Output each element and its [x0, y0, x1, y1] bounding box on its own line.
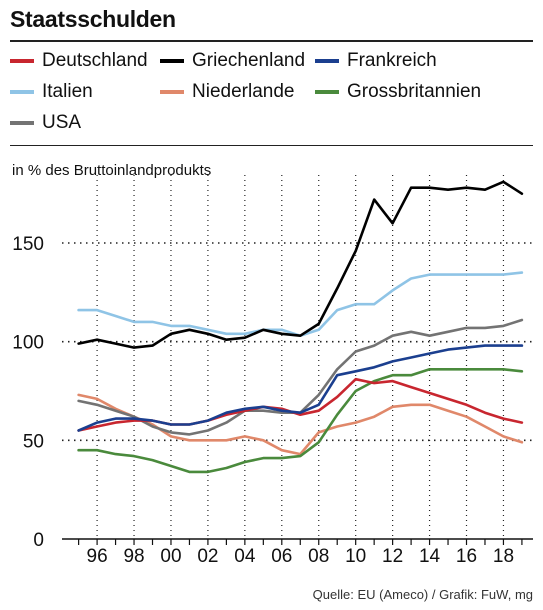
source-note: Quelle: EU (Ameco) / Grafik: FuW, mg [312, 587, 533, 602]
series-line-frankreich [77, 344, 524, 432]
legend-item-niederlande: Niederlande [160, 81, 294, 103]
x-tick-label: 02 [197, 546, 218, 567]
series-line-italien [77, 271, 524, 338]
legend-label: Frankreich [347, 50, 437, 71]
legend-label: Italien [42, 81, 93, 102]
legend-item-frankreich: Frankreich [315, 50, 437, 72]
x-tick-label: 98 [123, 546, 144, 567]
legend-rule [10, 145, 533, 146]
series-line-niederlande [77, 393, 524, 456]
legend-label: Deutschland [42, 50, 148, 71]
x-tick-label: 08 [308, 546, 329, 567]
title-rule [10, 40, 533, 42]
legend-swatch [315, 59, 339, 63]
legend-label: Niederlande [192, 81, 295, 102]
x-tick-label: 04 [234, 546, 256, 567]
x-tick-label: 18 [493, 546, 514, 567]
y-tick-label: 50 [23, 431, 44, 452]
x-tick-label: 96 [87, 546, 108, 567]
y-tick-label: 100 [12, 333, 44, 354]
legend-swatch [10, 90, 34, 94]
y-tick-labels: 0 50 100 150 [12, 234, 44, 551]
y-tick-label: 150 [12, 234, 44, 255]
chart-title: Staatsschulden [10, 6, 176, 32]
x-tick-label: 12 [382, 546, 403, 567]
y-axis-unit-label: in % des Bruttoinlandprodukts [12, 162, 212, 179]
legend-swatch [10, 121, 34, 125]
series-line-grossbritannien [77, 367, 524, 474]
legend-swatch [160, 90, 184, 94]
legend-label: USA [42, 112, 82, 133]
legend-item-griechenland: Griechenland [160, 50, 305, 72]
legend-swatch [315, 90, 339, 94]
x-tick-label: 14 [419, 546, 441, 567]
legend-item-deutschland: Deutschland [10, 50, 148, 72]
x-tick-label: 10 [345, 546, 366, 567]
y-tick-label: 0 [33, 530, 44, 551]
series-lines [77, 180, 524, 474]
x-tick-label: 00 [160, 546, 181, 567]
legend-label: Grossbritannien [347, 81, 482, 102]
series-line-griechenland [77, 180, 524, 349]
legend-item-usa: USA [10, 112, 81, 134]
legend-swatch [160, 59, 184, 63]
series-line-usa [77, 318, 524, 436]
gridlines [62, 175, 533, 540]
legend-item-italien: Italien [10, 81, 93, 103]
legend-swatch [10, 59, 34, 63]
legend-item-grossbritannien: Grossbritannien [315, 81, 481, 103]
x-tick-label: 06 [271, 546, 292, 567]
legend-label: Griechenland [192, 50, 306, 71]
x-tick-label: 16 [456, 546, 477, 567]
x-tick-labels: 96 98 00 02 04 06 08 10 12 14 16 18 [78, 539, 523, 567]
